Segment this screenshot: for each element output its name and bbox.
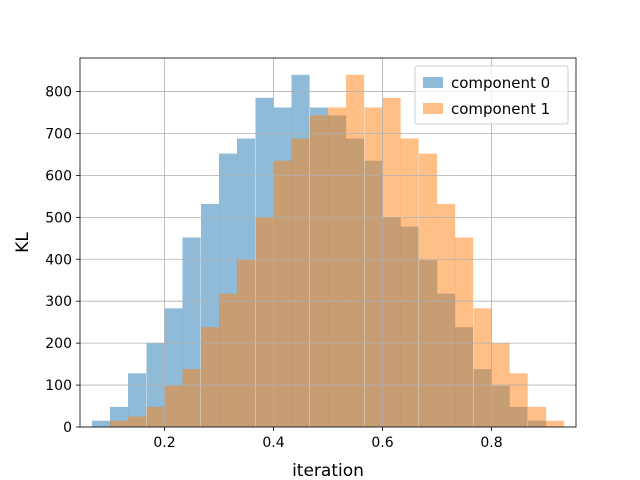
x-tick-label: 0.4 [262, 435, 284, 451]
plot-area [91, 74, 565, 427]
legend-box [414, 65, 569, 125]
legend-swatch [423, 103, 443, 114]
legend-entry: component 0 [451, 74, 550, 92]
histogram-bar [328, 107, 347, 427]
legend-swatch [423, 77, 443, 88]
histogram-bar [382, 97, 401, 427]
y-tick-label: 800 [45, 85, 72, 101]
grid [80, 58, 576, 428]
histogram-bar [473, 308, 492, 427]
histogram-bar [528, 406, 547, 427]
y-tick-label: 0 [63, 420, 72, 436]
histogram-bar [509, 373, 528, 427]
y-tick-label: 500 [45, 210, 72, 226]
histogram-bar [146, 406, 165, 427]
x-tick-label: 0.6 [371, 435, 393, 451]
histogram-bar [127, 373, 147, 427]
histogram-bar [109, 420, 129, 427]
legend: component 0 component 1 [414, 65, 569, 125]
histogram-bar [437, 203, 456, 427]
y-axis-label: KL [13, 232, 33, 253]
histogram-bar [364, 107, 383, 427]
histogram-bar [546, 420, 565, 427]
histogram-bar [400, 138, 419, 427]
histogram-bar [345, 74, 365, 427]
histogram-bar [291, 138, 310, 427]
histogram-bar [127, 416, 147, 427]
histogram-bar [201, 327, 220, 427]
x-tick-label: 0.2 [153, 435, 175, 451]
series-1 [109, 74, 565, 427]
histogram-bar [182, 369, 201, 427]
y-tick-label: 700 [45, 126, 72, 142]
histogram-bar [91, 420, 111, 427]
y-tick-label: 200 [45, 336, 72, 352]
plot-frame [79, 57, 577, 428]
legend-entry: component 1 [451, 100, 550, 118]
y-tick-label: 300 [45, 294, 72, 310]
histogram-bar [236, 260, 256, 427]
histogram-bar [310, 115, 329, 427]
y-tick-label: 100 [45, 378, 72, 394]
histogram-bar [273, 160, 292, 427]
x-axis-label: iteration [292, 461, 364, 480]
x-tick-label: 0.8 [480, 435, 502, 451]
histogram-bar [419, 153, 438, 427]
ticks: 0.2 0.4 0.6 0.8 0 100 200 300 400 500 600 700 800 [45, 85, 502, 451]
y-tick-label: 400 [45, 252, 72, 268]
y-tick-label: 600 [45, 168, 72, 184]
histogram-bar [164, 385, 183, 427]
histogram-bar [218, 293, 238, 427]
histogram-bar [255, 217, 274, 427]
histogram-bar [454, 237, 474, 427]
